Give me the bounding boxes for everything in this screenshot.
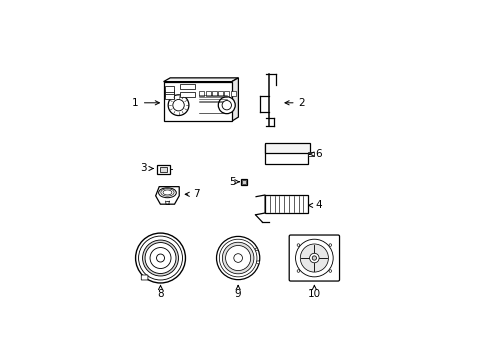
Bar [159,167,166,172]
Circle shape [297,244,299,246]
Bar [156,165,170,174]
Circle shape [142,240,178,276]
Bar [165,90,173,96]
Circle shape [138,236,182,280]
Bar [218,91,223,96]
Circle shape [168,95,188,116]
Text: 8: 8 [157,285,163,299]
Circle shape [218,97,235,114]
Circle shape [255,248,257,251]
FancyBboxPatch shape [264,143,310,153]
Bar [242,180,245,184]
Bar [230,91,235,96]
Polygon shape [155,186,179,204]
Circle shape [222,100,231,110]
Text: 1: 1 [132,98,159,108]
Circle shape [311,256,316,260]
Circle shape [135,233,185,283]
Bar [165,86,173,91]
Circle shape [328,270,331,272]
FancyBboxPatch shape [163,82,231,121]
Text: 3: 3 [140,163,153,174]
Circle shape [172,99,184,111]
Bar [264,144,307,165]
Circle shape [233,254,242,262]
Ellipse shape [163,190,171,195]
Bar [199,91,204,96]
Bar [205,91,210,96]
FancyBboxPatch shape [288,235,339,281]
Circle shape [256,261,259,264]
Circle shape [225,246,250,271]
Circle shape [150,248,171,269]
Text: 9: 9 [234,285,241,299]
Bar [240,179,246,185]
Text: 7: 7 [185,189,200,199]
Text: 2: 2 [285,98,305,108]
Bar [211,91,216,96]
Bar [180,91,195,97]
Bar [165,94,173,99]
Circle shape [145,243,176,274]
Bar [165,90,173,96]
Ellipse shape [161,189,174,196]
Circle shape [328,244,331,246]
Bar [264,195,307,213]
Text: 5: 5 [229,177,239,187]
Circle shape [219,239,256,277]
Text: 6: 6 [309,149,321,159]
Text: 10: 10 [307,285,320,299]
Circle shape [309,253,319,263]
Circle shape [297,270,299,272]
Bar [180,84,195,89]
Text: 4: 4 [308,201,321,210]
Circle shape [156,254,164,262]
Polygon shape [163,78,238,82]
Circle shape [216,237,259,280]
Circle shape [295,239,332,277]
Bar [224,91,229,96]
Circle shape [222,242,253,274]
Circle shape [300,244,328,272]
Ellipse shape [158,188,176,198]
Polygon shape [231,78,238,121]
FancyBboxPatch shape [141,275,147,280]
Bar [307,152,313,156]
